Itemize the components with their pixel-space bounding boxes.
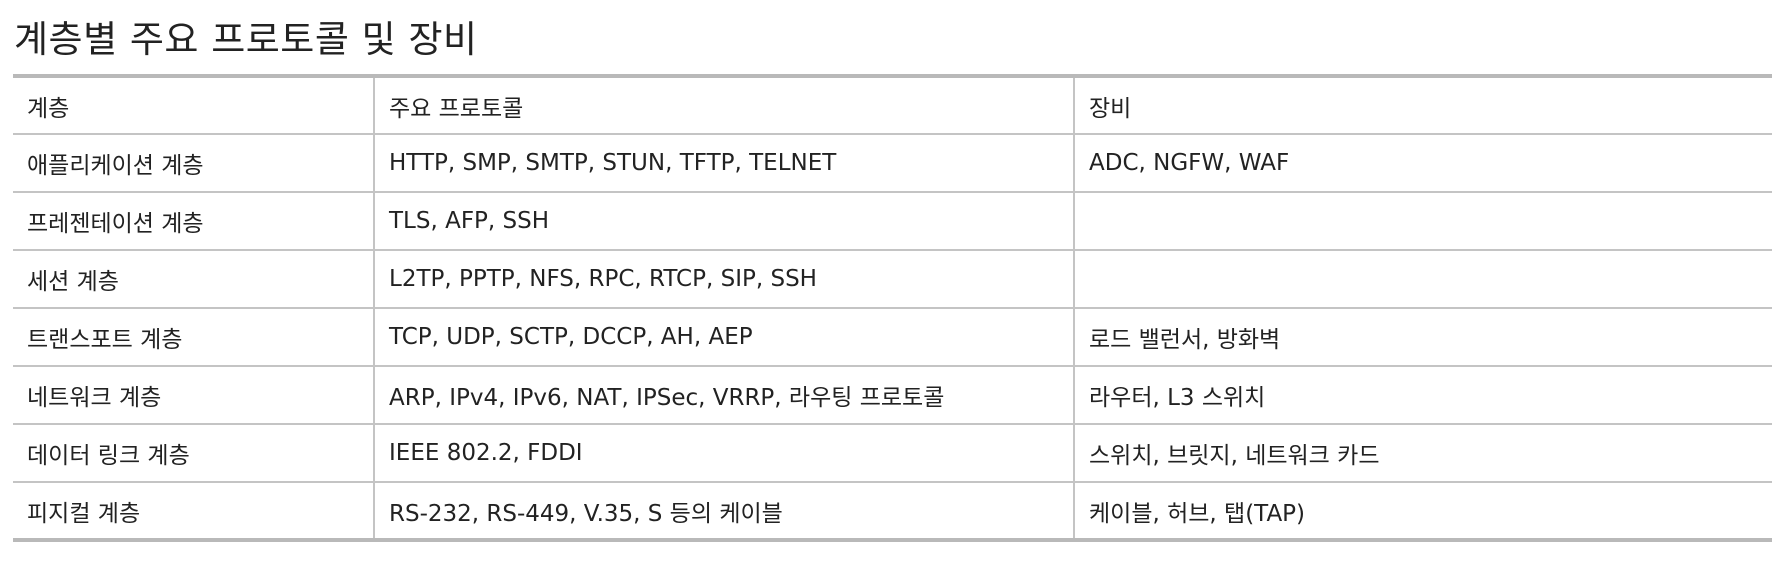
cell-devices <box>1073 250 1772 309</box>
cell-layer: 트랜스포트 계층 <box>13 308 374 367</box>
cell-layer: 네트워크 계층 <box>13 366 374 425</box>
cell-devices: 스위치, 브릿지, 네트워크 카드 <box>1073 424 1772 483</box>
cell-devices: 로드 밸런서, 방화벽 <box>1073 308 1772 367</box>
header-layer: 계층 <box>13 76 374 135</box>
table-row: 데이터 링크 계층 IEEE 802.2, FDDI 스위치, 브릿지, 네트워… <box>13 424 1772 483</box>
cell-devices <box>1073 192 1772 251</box>
table-row: 프레젠테이션 계층 TLS, AFP, SSH <box>13 192 1772 251</box>
cell-layer: 피지컬 계층 <box>27 500 141 527</box>
cell-layer: 세션 계층 <box>13 250 374 309</box>
cell-protocols: HTTP, SMP, SMTP, STUN, TFTP, TELNET <box>373 134 1074 193</box>
cell-protocols: TLS, AFP, SSH <box>373 192 1074 251</box>
table-row: 세션 계층 L2TP, PPTP, NFS, RPC, RTCP, SIP, S… <box>13 250 1772 309</box>
cell-protocols: RS-232, RS-449, V.35, S 등의 케이블 <box>373 482 1074 540</box>
header-devices: 장비 <box>1073 76 1772 135</box>
table-row: 네트워크 계층 ARP, IPv4, IPv6, NAT, IPSec, VRR… <box>13 366 1772 425</box>
table-row: 트랜스포트 계층 TCP, UDP, SCTP, DCCP, AH, AEP 로… <box>13 308 1772 367</box>
cell-devices: ADC, NGFW, WAF <box>1073 134 1772 193</box>
cell-protocols: TCP, UDP, SCTP, DCCP, AH, AEP <box>373 308 1074 367</box>
cell-protocols: IEEE 802.2, FDDI <box>373 424 1074 483</box>
protocol-table: 계층 주요 프로토콜 장비 애플리케이션 계층 HTTP, SMP, SMTP,… <box>13 74 1772 542</box>
header-protocols: 주요 프로토콜 <box>373 76 1074 135</box>
page-title: 계층별 주요 프로토콜 및 장비 <box>14 18 478 61</box>
cell-protocols: L2TP, PPTP, NFS, RPC, RTCP, SIP, SSH <box>373 250 1074 309</box>
table-row: 애플리케이션 계층 HTTP, SMP, SMTP, STUN, TFTP, T… <box>13 134 1772 193</box>
cell-devices: 케이블, 허브, 탭(TAP) <box>1073 482 1772 540</box>
cell-devices: 라우터, L3 스위치 <box>1073 366 1772 425</box>
cell-protocols: ARP, IPv4, IPv6, NAT, IPSec, VRRP, 라우팅 프… <box>373 366 1074 425</box>
cell-layer: 데이터 링크 계층 <box>13 424 374 483</box>
cell-layer: 프레젠테이션 계층 <box>13 192 374 251</box>
table-row: 피지컬 계층 RS-232, RS-449, V.35, S 등의 케이블 케이… <box>13 482 1772 540</box>
cell-layer: 애플리케이션 계층 <box>13 134 374 193</box>
table-header-row: 계층 주요 프로토콜 장비 <box>13 76 1772 135</box>
